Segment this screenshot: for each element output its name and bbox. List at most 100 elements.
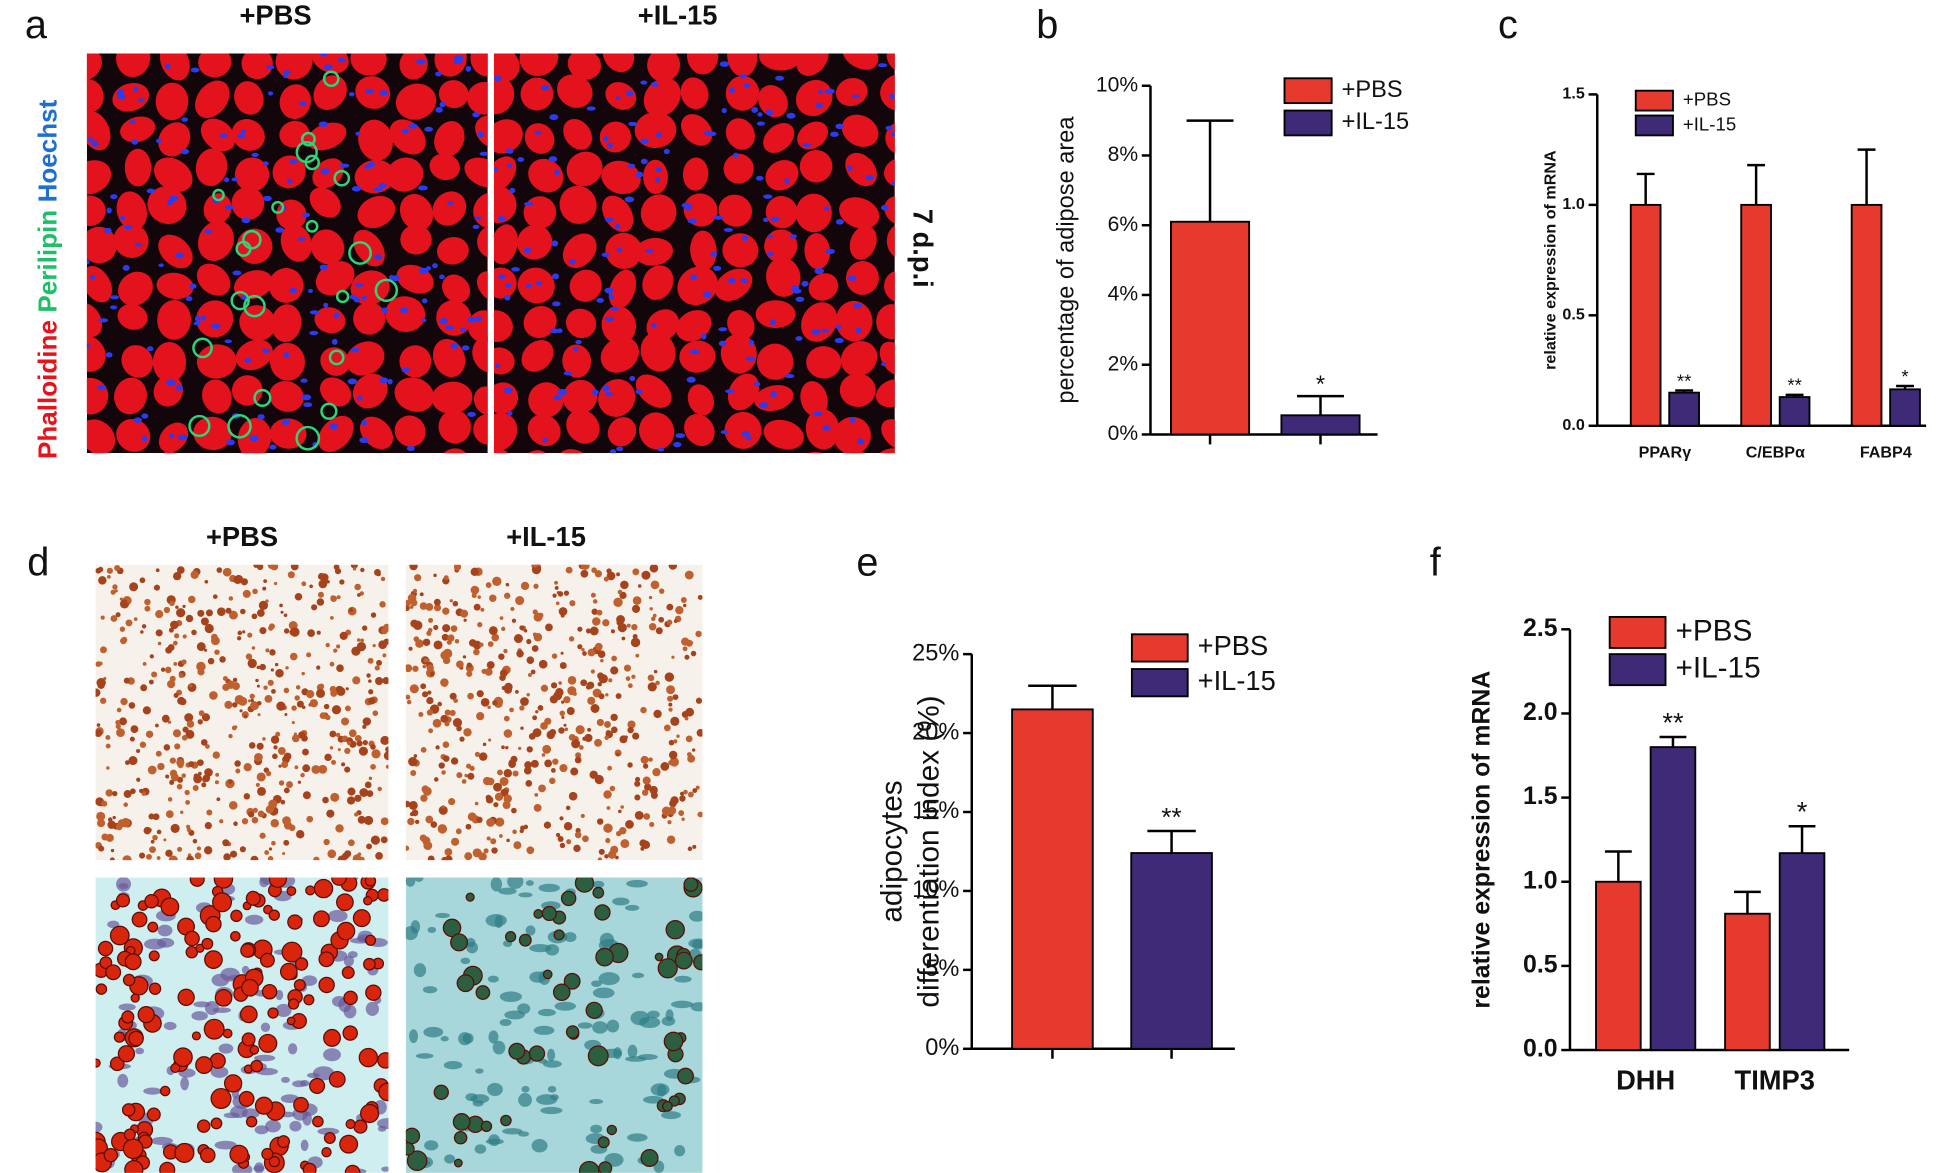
lipid-drop (687, 754, 696, 763)
nucleus (786, 112, 796, 119)
cell (386, 157, 424, 192)
nucleus (511, 267, 520, 272)
nucleus (614, 223, 620, 230)
lipid-drop (420, 794, 428, 802)
cell (435, 912, 450, 919)
lipid-drop (352, 676, 361, 685)
lipid-drop (224, 700, 233, 709)
lipid-drop (98, 576, 107, 585)
lipid-drop (313, 878, 334, 899)
lipid-drop (523, 629, 528, 633)
y-tick-label: 0.5 (1562, 306, 1584, 324)
lipid-drop (235, 768, 241, 774)
lipid-drop (542, 969, 553, 980)
lipid-drop (329, 746, 334, 750)
lipid-drop (357, 815, 366, 824)
lipid-drop (483, 848, 489, 854)
lipid-drop (610, 713, 618, 722)
lipid-drop (309, 584, 313, 589)
cell (487, 1082, 503, 1097)
nucleus (710, 251, 718, 257)
lipid-drop (382, 677, 389, 685)
cell (394, 415, 426, 447)
lipid-drop (648, 757, 653, 762)
lipid-drop (482, 742, 487, 747)
lipid-drop (466, 763, 472, 769)
lipid-drop (666, 835, 676, 844)
lipid-drop (625, 820, 634, 829)
lipid-drop (493, 802, 499, 808)
nucleus (110, 305, 118, 310)
nucleus (890, 131, 895, 137)
lipid-drop (461, 779, 467, 784)
lipid-drop (414, 574, 422, 582)
nucleus (825, 248, 835, 255)
lipid-drop (96, 819, 106, 828)
lipid-drop (501, 626, 506, 632)
cell (626, 879, 648, 888)
lipid-drop (119, 599, 130, 609)
cell (424, 1140, 439, 1151)
lipid-drop (670, 716, 680, 726)
lipid-drop (444, 855, 453, 861)
panel-letter: a (25, 3, 48, 47)
cell (241, 53, 273, 80)
nucleus (137, 98, 145, 103)
lipid-drop (604, 721, 611, 728)
lipid-drop (283, 613, 288, 618)
lipid-drop (306, 689, 315, 699)
lipid-drop (473, 603, 481, 611)
cell (833, 416, 871, 454)
cell (725, 118, 755, 150)
cell (759, 53, 801, 71)
lipid-drop (641, 570, 651, 580)
lipid-drop (410, 619, 419, 628)
lipid-drop (687, 846, 693, 852)
bar (1889, 388, 1921, 427)
lipid-drop (379, 601, 386, 608)
cell (86, 79, 104, 113)
cell (86, 266, 113, 303)
lipid-drop (345, 1119, 356, 1130)
cell (157, 299, 192, 340)
lipid-drop (611, 655, 617, 662)
nucleus (524, 201, 534, 206)
lipid-drop (486, 836, 491, 841)
lipid-drop (425, 603, 434, 611)
lipid-drop (241, 978, 259, 997)
lipid-drop (156, 829, 162, 835)
cell (808, 273, 839, 301)
lipid-drop (563, 696, 571, 704)
lipid-drop (640, 755, 649, 764)
lipid-drop (433, 604, 442, 612)
lipid-drop (177, 696, 186, 705)
lipid-drop (456, 974, 475, 993)
nucleus (165, 379, 176, 386)
cell (591, 980, 602, 988)
lipid-drop (156, 856, 161, 860)
lipid-drop (322, 796, 329, 804)
lipid-drop (236, 636, 242, 641)
nucleus (446, 201, 454, 205)
lipid-drop (571, 739, 581, 749)
lipid-drop (295, 685, 301, 690)
legend-swatch (1283, 109, 1333, 137)
lipid-drop (96, 677, 106, 688)
lipid-drop (146, 853, 152, 860)
nucleus (320, 168, 330, 175)
lipid-drop (641, 789, 649, 796)
lipid-drop (329, 616, 334, 620)
lipid-drop (478, 752, 488, 761)
lipid-drop (320, 573, 329, 582)
lipid-drop (298, 731, 306, 739)
lipid-drop (420, 746, 427, 753)
lipid-drop (585, 1001, 603, 1019)
lipid-drop (577, 644, 583, 650)
nucleus (109, 295, 120, 300)
lipid-drop (530, 759, 539, 768)
cell (665, 1009, 674, 1022)
x-tick-label: DHH (1616, 1065, 1675, 1096)
cell (440, 1036, 449, 1042)
lipid-drop (572, 691, 577, 696)
cell (235, 339, 273, 371)
